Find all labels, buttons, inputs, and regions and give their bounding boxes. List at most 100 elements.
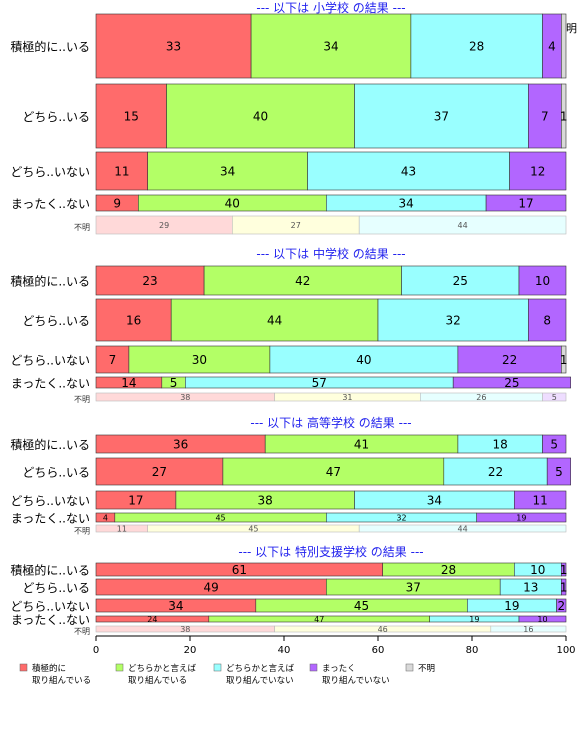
legend-label: 取り組んでいない — [322, 675, 390, 686]
bar-segment — [490, 625, 567, 633]
bar-segment — [560, 345, 567, 374]
data-label: 32 — [446, 314, 461, 328]
bar-segment — [542, 392, 567, 402]
data-label: 1 — [560, 581, 568, 595]
bar-segment — [358, 524, 567, 533]
data-label: 47 — [326, 465, 341, 479]
bar-segment — [95, 457, 224, 486]
data-label: 4 — [548, 40, 556, 54]
row-label: 不明 — [74, 223, 90, 232]
row-label: まったく..ない — [11, 512, 90, 526]
data-label: 34 — [168, 599, 183, 613]
bar-segment — [95, 298, 172, 342]
data-label: 61 — [232, 563, 247, 577]
data-label: 22 — [488, 465, 503, 479]
data-label: 24 — [147, 615, 157, 624]
row-label: 積極的に..いる — [10, 39, 90, 54]
data-label: 25 — [453, 274, 468, 288]
legend-label: まったく — [322, 664, 356, 674]
data-label: 34 — [220, 165, 235, 179]
bar-segment — [443, 457, 548, 486]
data-label: 10 — [537, 615, 547, 624]
bar-segment — [170, 298, 379, 342]
data-label: 7 — [109, 353, 117, 367]
x-tick-label: 80 — [466, 645, 479, 656]
bar-segment — [556, 598, 567, 613]
data-label: 47 — [314, 615, 324, 624]
row-label: 不明 — [74, 395, 90, 404]
data-label: 34 — [427, 494, 442, 508]
data-label: 34 — [323, 40, 338, 54]
data-label: 13 — [523, 581, 538, 595]
data-label: 33 — [166, 40, 181, 54]
data-label: 34 — [399, 197, 414, 211]
data-label: 15 — [124, 110, 139, 124]
bar-segment — [166, 83, 355, 149]
data-label: 28 — [441, 563, 456, 577]
bar-segment — [269, 345, 459, 374]
data-label: 45 — [215, 514, 225, 523]
row-label: 積極的に..いる — [10, 274, 90, 289]
data-label: 4 — [103, 514, 108, 523]
data-label: 32 — [396, 514, 406, 523]
data-label: 16 — [126, 314, 141, 328]
data-label: 11 — [117, 525, 127, 534]
row-label: どちら..いない — [10, 600, 90, 614]
legend-swatch — [115, 663, 124, 672]
data-label: 49 — [204, 581, 219, 595]
bar-segment — [128, 345, 271, 374]
legend-label: 取り組んでいる — [128, 675, 187, 686]
data-label: 19 — [469, 615, 479, 624]
data-label: 45 — [354, 599, 369, 613]
bar-segment — [560, 83, 567, 149]
x-tick-label: 60 — [372, 645, 385, 656]
data-label: 27 — [152, 465, 167, 479]
row-label: どちら..いない — [10, 354, 90, 368]
row-label: どちら..いる — [22, 581, 90, 595]
data-label: 1 — [560, 110, 568, 124]
data-label: 2 — [557, 599, 565, 613]
bar-segment — [410, 13, 543, 79]
row-label: 不明 — [74, 627, 90, 636]
bar-segment — [95, 265, 205, 296]
data-label: 43 — [401, 165, 416, 179]
data-label: 40 — [356, 353, 371, 367]
row-label: 不明 — [74, 527, 90, 536]
row-label: まったく..ない — [11, 197, 90, 211]
data-label: 10 — [530, 563, 545, 577]
bar-segment — [476, 512, 567, 523]
bar-segment — [95, 13, 252, 79]
bar-segment — [485, 194, 567, 212]
data-label: 40 — [253, 110, 268, 124]
row-label: まったく..ない — [11, 613, 90, 627]
data-label: 36 — [173, 438, 188, 452]
data-label: 38 — [258, 494, 273, 508]
data-label: 18 — [493, 438, 508, 452]
legend-label: 積極的に — [32, 663, 66, 674]
data-label: 42 — [295, 274, 310, 288]
bar-segment — [518, 615, 567, 623]
data-label: 46 — [378, 625, 388, 634]
panel-title: --- 以下は 中学校 の結果 --- — [256, 246, 405, 261]
legend-label: どちらかと言えば — [128, 663, 197, 674]
data-label: 5 — [555, 465, 563, 479]
data-label: 14 — [121, 376, 136, 390]
data-label: 23 — [142, 274, 157, 288]
data-label: 1 — [560, 353, 568, 367]
data-label: 7 — [541, 110, 549, 124]
bar-segment — [307, 151, 510, 191]
data-label: 5 — [550, 438, 558, 452]
bar-segment — [250, 13, 412, 79]
row-label: どちら..いない — [10, 165, 90, 179]
bar-segment — [457, 345, 562, 374]
bar-segment — [95, 345, 130, 374]
panel-title: --- 以下は 小学校 の結果 --- — [256, 0, 405, 15]
data-label: 17 — [128, 494, 143, 508]
row-label: どちら..いる — [22, 110, 90, 124]
data-label: 37 — [434, 110, 449, 124]
data-label: 10 — [535, 274, 550, 288]
bar-segment — [509, 151, 567, 191]
bar-segment — [452, 376, 572, 389]
bar-segment — [513, 490, 567, 510]
